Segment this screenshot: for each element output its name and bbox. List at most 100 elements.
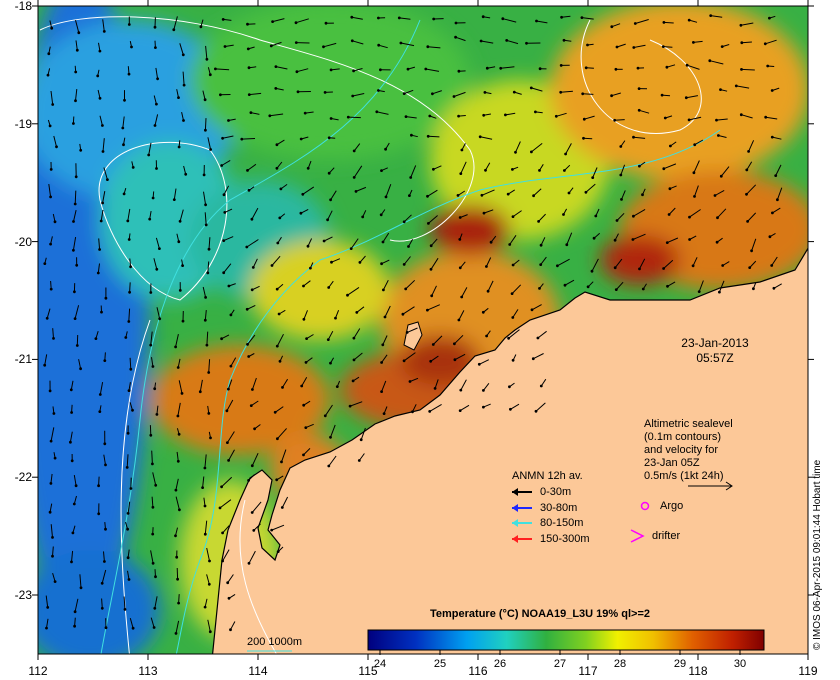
velocity-arrow	[591, 258, 599, 272]
velocity-arrow	[324, 404, 333, 417]
velocity-arrow-head	[203, 318, 207, 322]
velocity-arrow-head	[100, 606, 104, 610]
velocity-arrow-head	[51, 103, 55, 106]
velocity-arrow-head	[453, 358, 457, 362]
velocity-arrow-head	[567, 191, 571, 195]
velocity-arrow	[500, 66, 515, 69]
velocity-arrow-head	[250, 511, 254, 514]
velocity-arrow-head	[638, 164, 641, 168]
velocity-arrow	[204, 520, 208, 535]
velocity-arrow-head	[512, 90, 516, 94]
velocity-arrow-head	[511, 215, 515, 219]
velocity-arrow-head	[302, 403, 306, 407]
velocity-arrow	[358, 453, 365, 461]
velocity-arrow-head	[408, 380, 412, 383]
velocity-arrow	[461, 287, 468, 298]
velocity-arrow-head	[274, 65, 278, 68]
velocity-arrow	[69, 431, 73, 443]
velocity-arrow	[330, 190, 337, 201]
velocity-arrow-head	[747, 150, 750, 153]
velocity-arrow-head	[614, 288, 618, 291]
velocity-arrow-head	[294, 21, 298, 25]
velocity-arrow	[402, 306, 415, 315]
velocity-arrow-head	[203, 98, 207, 102]
velocity-arrow	[246, 304, 256, 310]
velocity-arrow-head	[613, 266, 617, 270]
velocity-arrow-head	[772, 286, 776, 290]
velocity-arrow-head	[713, 194, 717, 197]
velocity-arrow-head	[459, 388, 463, 392]
velocity-arrow	[404, 89, 414, 95]
velocity-arrow-head	[98, 410, 102, 413]
velocity-arrow	[564, 279, 575, 286]
velocity-arrow	[222, 525, 230, 534]
velocity-arrow-head	[199, 25, 203, 29]
velocity-arrow-head	[131, 408, 134, 412]
velocity-arrow	[620, 164, 626, 176]
velocity-arrow-head	[327, 136, 331, 140]
yellow-central	[250, 240, 390, 340]
velocity-arrow-head	[127, 389, 131, 392]
velocity-arrow-head	[380, 390, 383, 393]
velocity-arrow	[347, 286, 360, 296]
velocity-arrow-head	[177, 96, 180, 99]
velocity-arrow-head	[770, 135, 774, 139]
velocity-arrow-head	[100, 581, 104, 585]
velocity-arrow-head	[222, 271, 226, 275]
velocity-arrow-head	[432, 167, 435, 171]
velocity-arrow-head	[693, 195, 696, 198]
velocity-arrow-head	[53, 456, 57, 460]
velocity-arrow-head	[158, 247, 161, 251]
velocity-arrow-head	[687, 18, 691, 22]
lon-tick-label: 114	[248, 664, 268, 678]
velocity-arrow-head	[49, 168, 53, 171]
velocity-arrow-head	[221, 136, 225, 140]
velocity-arrow	[502, 18, 517, 23]
velocity-arrow-head	[103, 442, 107, 446]
velocity-arrow-head	[96, 271, 100, 275]
velocity-arrow	[531, 143, 543, 153]
velocity-arrow-head	[748, 266, 752, 269]
velocity-arrow-head	[74, 175, 78, 179]
velocity-arrow-head	[148, 217, 152, 221]
velocity-arrow-head	[79, 586, 83, 590]
velocity-arrow-head	[204, 223, 208, 227]
velocity-arrow-head	[562, 213, 565, 216]
velocity-arrow-head	[49, 439, 53, 443]
velocity-arrow	[409, 377, 419, 382]
sealevel-note: Altimetric sealevel (0.1m contours) and …	[644, 418, 764, 483]
velocity-arrow-head	[126, 431, 130, 435]
velocity-arrow	[430, 257, 439, 270]
lat-tick-label: -20	[14, 235, 32, 249]
velocity-arrow	[323, 42, 337, 48]
velocity-arrow-head	[73, 624, 76, 628]
velocity-arrow-head	[270, 264, 274, 267]
velocity-arrow	[295, 18, 309, 24]
velocity-arrow	[693, 40, 703, 43]
velocity-arrow	[150, 617, 155, 628]
drifter-marker-icon	[630, 529, 645, 543]
velocity-arrow	[509, 235, 517, 245]
velocity-arrow	[400, 42, 415, 47]
velocity-arrow-head	[697, 290, 701, 293]
velocity-arrow-head	[478, 135, 482, 139]
velocity-arrow-head	[614, 67, 618, 71]
velocity-arrow	[403, 256, 411, 265]
velocity-arrow-head	[352, 149, 356, 153]
velocity-arrow-head	[763, 42, 767, 46]
velocity-arrow	[460, 379, 467, 391]
velocity-arrow-head	[202, 173, 206, 177]
velocity-arrow-head	[127, 23, 131, 26]
velocity-arrow-head	[104, 626, 108, 630]
velocity-arrow-head	[667, 213, 671, 216]
velocity-arrow	[355, 186, 367, 192]
velocity-arrow-head	[49, 287, 53, 291]
velocity-arrow	[582, 93, 594, 95]
velocity-arrow-head	[481, 310, 485, 314]
lat-tick-label: -18	[14, 0, 32, 13]
velocity-arrow-head	[499, 66, 503, 70]
velocity-arrow-head	[377, 43, 381, 47]
velocity-arrow-head	[663, 116, 667, 120]
velocity-arrow	[485, 257, 492, 267]
